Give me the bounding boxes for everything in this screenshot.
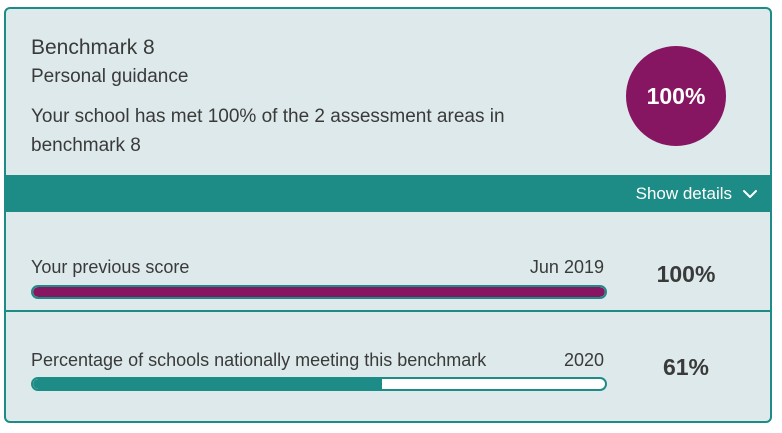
benchmark-description: Your school has met 100% of the 2 assess… [31, 106, 505, 156]
row-value: 61% [662, 354, 710, 380]
show-details-label: Show details [635, 183, 732, 203]
national-percentage-row: Percentage of schools nationally meeting… [6, 310, 770, 408]
progress-bar-fill [33, 379, 382, 389]
row-date: Jun 2019 [529, 257, 604, 277]
progress-bar-fill [33, 287, 605, 297]
row-label: Your previous score [31, 257, 190, 277]
chevron-down-icon [742, 186, 758, 202]
row-date: 2020 [563, 350, 604, 370]
benchmark-header: Benchmark 8 Personal guidance Your schoo… [6, 9, 770, 175]
details-bar: Show details [6, 175, 770, 212]
score-value: 100% [646, 82, 706, 109]
benchmark-title: Benchmark 8 [31, 36, 155, 59]
row-value: 100% [656, 261, 716, 287]
row-label: Percentage of schools nationally meeting… [31, 350, 487, 370]
progress-bar [31, 285, 607, 299]
benchmark-card: Benchmark 8 Personal guidance Your schoo… [4, 7, 772, 423]
benchmark-subtitle: Personal guidance [31, 66, 189, 87]
show-details-button[interactable]: Show details [636, 175, 758, 212]
score-badge: 100% [626, 46, 726, 146]
progress-bar [31, 377, 607, 391]
previous-score-row: Your previous score Jun 2019 100% [6, 214, 770, 310]
